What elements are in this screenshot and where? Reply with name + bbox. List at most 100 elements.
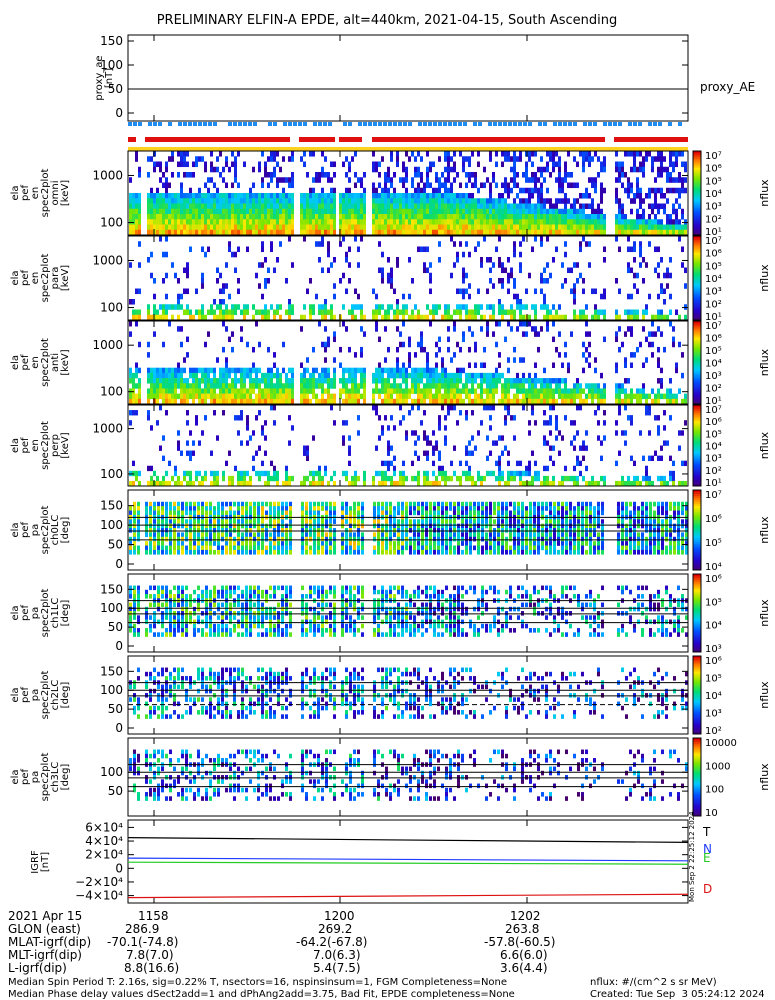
energy-cell	[444, 480, 447, 487]
energy-cell	[288, 383, 291, 389]
status-blue-228	[228, 122, 232, 126]
energy-cell	[324, 299, 327, 305]
energy-cell	[438, 219, 441, 225]
energy-cell	[417, 455, 420, 461]
energy-cell	[567, 475, 570, 482]
energy-cell	[537, 470, 540, 477]
energy-cell	[645, 405, 648, 411]
pa-cell	[253, 519, 256, 524]
energy-cell	[681, 177, 684, 183]
energy-cell	[426, 166, 429, 173]
energy-cell	[255, 214, 258, 220]
energy-cell	[276, 398, 279, 405]
energy-colorbar-0-frame	[692, 150, 702, 236]
energy-cell	[198, 309, 201, 316]
energy-cell	[261, 193, 264, 199]
energy-cell	[672, 166, 675, 173]
energy-cell	[636, 229, 639, 236]
energy-cell	[657, 203, 660, 210]
pa-cell	[221, 532, 224, 538]
energy-cell	[159, 214, 162, 220]
energy-cell	[363, 224, 366, 231]
energy-cell	[579, 219, 582, 225]
energy-cell	[240, 208, 243, 215]
energy-cell	[270, 172, 273, 178]
energy-cell	[504, 267, 507, 274]
energy-panel-0-frame	[127, 150, 689, 236]
energy-cell	[153, 309, 156, 316]
energy-cell	[462, 208, 465, 215]
energy-cell	[150, 372, 153, 379]
energy-cell	[552, 378, 555, 384]
pa-cell	[157, 545, 160, 551]
energy-cell	[543, 214, 546, 220]
energy-cell	[150, 187, 153, 194]
energy-cell	[135, 314, 138, 321]
energy-cell	[561, 214, 564, 220]
energy-cell	[258, 193, 261, 199]
energy-cell	[558, 177, 561, 183]
energy-cell	[345, 393, 348, 400]
energy-cell	[234, 229, 237, 236]
energy-colorbar-0-seg-33	[693, 220, 701, 223]
energy-cell	[633, 246, 636, 253]
energy-cell	[492, 283, 495, 289]
energy-cell	[231, 309, 234, 316]
energy-cell	[288, 224, 291, 231]
energy-cell	[357, 203, 360, 210]
energy-cell	[444, 383, 447, 389]
energy-cell	[447, 405, 450, 411]
energy-cell	[255, 398, 258, 405]
energy-cell	[552, 214, 555, 220]
energy-cell	[273, 398, 276, 405]
energy-cell	[513, 283, 516, 289]
energy-cell	[474, 246, 477, 253]
pa-cell	[241, 545, 244, 551]
energy-cell	[270, 214, 273, 220]
energy-cell	[303, 388, 306, 394]
pa-cell	[229, 501, 232, 507]
pa-cell	[161, 519, 164, 524]
energy-cell	[429, 229, 432, 236]
energy-cell	[252, 224, 255, 231]
energy-cell	[183, 357, 186, 363]
energy-cell	[519, 208, 522, 215]
energy-cell	[645, 357, 648, 363]
energy-cell	[423, 229, 426, 236]
energy-cell	[390, 151, 393, 157]
energy-colorbar-2-seg-29	[693, 381, 701, 384]
energy-panel-3-ylabel: ela pef en spec2plot perp [keV]	[10, 421, 71, 470]
energy-cell	[147, 214, 150, 220]
pa-cell	[249, 532, 252, 538]
energy-cell	[240, 198, 243, 204]
energy-cell	[291, 383, 294, 389]
energy-cell	[570, 267, 573, 274]
energy-cell	[165, 304, 168, 310]
energy-cell	[519, 475, 522, 482]
energy-cell	[285, 229, 288, 236]
energy-cell	[534, 182, 537, 189]
energy-cell	[264, 161, 267, 168]
energy-cell	[489, 383, 492, 389]
energy-cell	[354, 208, 357, 215]
energy-cell	[459, 398, 462, 405]
energy-cell	[471, 331, 474, 337]
energy-cell	[345, 367, 348, 374]
energy-cell	[510, 267, 513, 274]
energy-cell	[393, 314, 396, 321]
energy-cell	[630, 267, 633, 274]
energy-cell	[417, 388, 420, 394]
energy-cell	[444, 314, 447, 321]
energy-cell	[558, 331, 561, 337]
energy-cell	[303, 208, 306, 215]
energy-cell	[156, 393, 159, 400]
energy-cell	[153, 161, 156, 168]
energy-cell	[189, 480, 192, 487]
energy-cell	[456, 304, 459, 310]
energy-cell	[645, 398, 648, 405]
energy-cell	[561, 388, 564, 394]
energy-cell	[603, 257, 606, 263]
energy-cell	[570, 420, 573, 426]
energy-colorbar-2-tick-5: 10²	[705, 384, 722, 395]
energy-cell	[414, 450, 417, 456]
